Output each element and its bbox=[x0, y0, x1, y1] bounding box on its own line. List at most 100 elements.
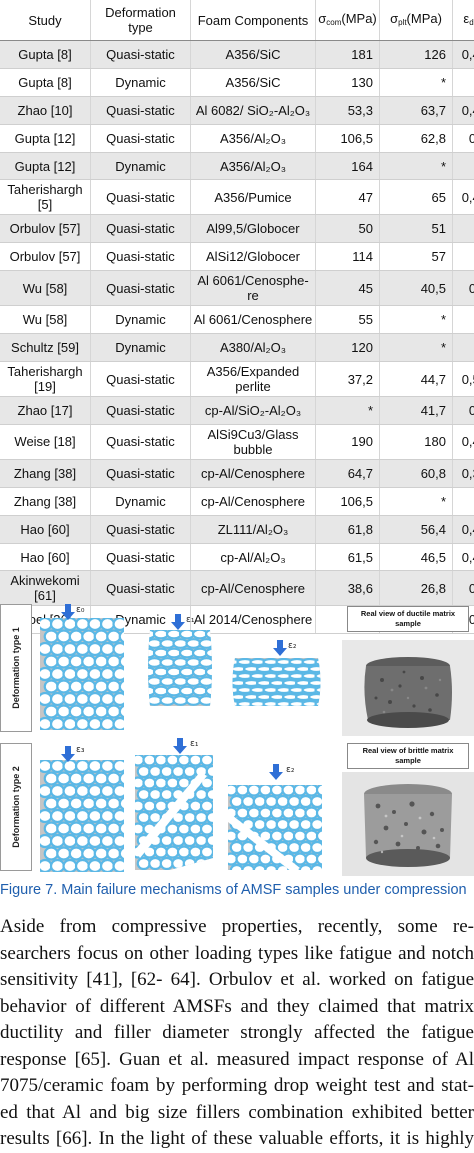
strain-label: ε₃ bbox=[76, 745, 85, 755]
cell-eps-den: * bbox=[453, 215, 474, 243]
header-study: Study bbox=[0, 0, 91, 41]
cell-sigma-plt: * bbox=[380, 487, 453, 515]
cell-foam-components: AlSi12/Globocer bbox=[191, 243, 316, 271]
table-body: Gupta [8]Quasi-staticA356/SiC1811260,45G… bbox=[0, 41, 474, 634]
cell-study: Wu [58] bbox=[0, 271, 91, 306]
arrow-down-icon bbox=[269, 764, 283, 780]
cell-study: Hao [60] bbox=[0, 515, 91, 543]
body-line: searchers focus on other loading types l… bbox=[0, 941, 474, 968]
properties-table: Study Deformation type Foam Components σ… bbox=[0, 0, 474, 634]
cell-deformation-type: Quasi-static bbox=[91, 362, 191, 397]
cell-sigma-com: 53,3 bbox=[316, 96, 380, 124]
cell-deformation-type: Quasi-static bbox=[91, 397, 191, 425]
cell-foam-components: A380/Al₂O₃ bbox=[191, 334, 316, 362]
cell-eps-den: 0,6 bbox=[453, 124, 474, 152]
cell-study: Wu [58] bbox=[0, 306, 91, 334]
cell-foam-components: Al 6061/Cenosphere bbox=[191, 306, 316, 334]
body-line: results [66]. In the light of these valu… bbox=[0, 1126, 474, 1153]
cell-sigma-plt: 60,8 bbox=[380, 459, 453, 487]
cell-sigma-com: 61,8 bbox=[316, 515, 380, 543]
photo-caption-ductile: Real view of ductile matrix sample bbox=[347, 606, 469, 632]
cell-deformation-type: Quasi-static bbox=[91, 271, 191, 306]
cell-sigma-plt: 62,8 bbox=[380, 124, 453, 152]
cell-eps-den: 0,59 bbox=[453, 362, 474, 397]
table-header-row: Study Deformation type Foam Components σ… bbox=[0, 0, 474, 41]
cell-deformation-type: Quasi-static bbox=[91, 543, 191, 571]
strain-label: ε₁ bbox=[186, 615, 195, 625]
arrow-down-icon bbox=[173, 738, 187, 754]
schematic-initial bbox=[39, 618, 133, 730]
photo-caption-brittle: Real view of brittle matrix sample bbox=[347, 743, 469, 769]
cell-deformation-type: Dynamic bbox=[91, 152, 191, 180]
cell-eps-den: 0,45 bbox=[453, 41, 474, 69]
cell-study: Gupta [12] bbox=[0, 152, 91, 180]
cell-sigma-com: 181 bbox=[316, 41, 380, 69]
cell-sigma-com: 45 bbox=[316, 271, 380, 306]
ductile-sample-photo bbox=[342, 640, 474, 736]
cell-foam-components: A356/Al₂O₃ bbox=[191, 152, 316, 180]
cell-sigma-com: 130 bbox=[316, 68, 380, 96]
cell-sigma-plt: * bbox=[380, 152, 453, 180]
cell-deformation-type: Quasi-static bbox=[91, 424, 191, 459]
cell-study: Gupta [8] bbox=[0, 68, 91, 96]
cell-eps-den: * bbox=[453, 487, 474, 515]
header-deformation-type: Deformation type bbox=[91, 0, 191, 41]
brittle-sample-photo bbox=[342, 772, 474, 876]
header-sigma-com: σcom(MPa) bbox=[316, 0, 380, 41]
cell-deformation-type: Quasi-static bbox=[91, 215, 191, 243]
body-line: behavior of different AMSFs and they cla… bbox=[0, 994, 474, 1021]
cell-deformation-type: Quasi-static bbox=[91, 515, 191, 543]
cell-study: Gupta [12] bbox=[0, 124, 91, 152]
header-foam-components: Foam Components bbox=[191, 0, 316, 41]
cell-eps-den: 0,43 bbox=[453, 96, 474, 124]
cell-sigma-plt: 65 bbox=[380, 180, 453, 215]
cell-deformation-type: Dynamic bbox=[91, 68, 191, 96]
cell-study: Weise [18] bbox=[0, 424, 91, 459]
figure-caption-text: . Main failure mechanisms of AMSF sample… bbox=[53, 882, 466, 898]
cell-eps-den: 0,44 bbox=[453, 515, 474, 543]
cell-study: Taherishargh [5] bbox=[0, 180, 91, 215]
cell-study: Gupta [8] bbox=[0, 41, 91, 69]
cell-sigma-com: 37,2 bbox=[316, 362, 380, 397]
cell-deformation-type: Quasi-static bbox=[91, 243, 191, 271]
cell-study: Hao [60] bbox=[0, 543, 91, 571]
strain-label: ε₁ bbox=[190, 739, 199, 749]
body-line: sensitivity [41], [62- 64]. Orbulov et a… bbox=[0, 967, 474, 994]
cell-study: Zhao [17] bbox=[0, 397, 91, 425]
cell-foam-components: A356/Pumice bbox=[191, 180, 316, 215]
arrow-down-icon bbox=[61, 746, 75, 762]
cell-eps-den: * bbox=[453, 243, 474, 271]
arrow-down-icon bbox=[61, 604, 75, 620]
cell-foam-components: AlSi9Cu3/Glass bubble bbox=[191, 424, 316, 459]
cell-deformation-type: Dynamic bbox=[91, 306, 191, 334]
cell-sigma-com: 50 bbox=[316, 215, 380, 243]
cell-foam-components: cp-Al/Cenosphere bbox=[191, 459, 316, 487]
body-line: 7075/ceramic foam by performing drop wei… bbox=[0, 1073, 474, 1100]
cell-deformation-type: Quasi-static bbox=[91, 124, 191, 152]
cell-deformation-type: Dynamic bbox=[91, 334, 191, 362]
cell-foam-components: A356/Al₂O₃ bbox=[191, 124, 316, 152]
body-line: response [65]. Guan et al. measured impa… bbox=[0, 1047, 474, 1074]
cell-sigma-com: 114 bbox=[316, 243, 380, 271]
cell-sigma-plt: 44,7 bbox=[380, 362, 453, 397]
cell-foam-components: cp-Al/Cenosphere bbox=[191, 487, 316, 515]
cell-sigma-com: 120 bbox=[316, 334, 380, 362]
arrow-down-icon bbox=[273, 640, 287, 656]
cell-eps-den: * bbox=[453, 334, 474, 362]
cell-deformation-type: Quasi-static bbox=[91, 180, 191, 215]
strain-label: ε₂ bbox=[288, 641, 297, 651]
schematic-initial-brittle bbox=[39, 760, 133, 872]
cell-sigma-com: 106,5 bbox=[316, 124, 380, 152]
